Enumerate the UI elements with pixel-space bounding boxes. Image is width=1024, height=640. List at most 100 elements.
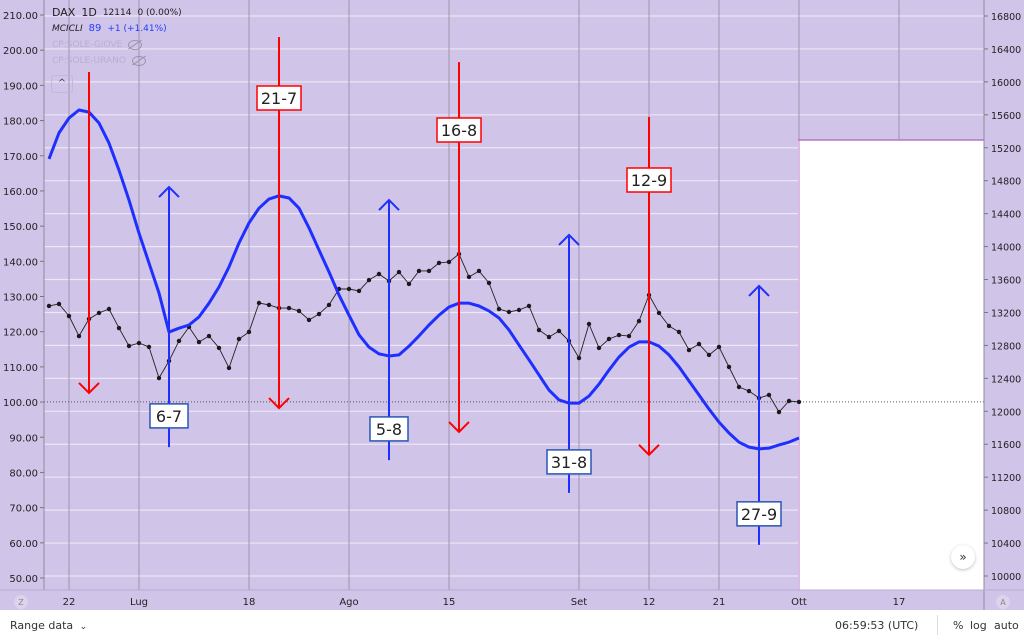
eye-slash-icon[interactable] xyxy=(131,56,146,66)
dax-data-point xyxy=(156,375,162,381)
dax-data-point xyxy=(796,399,802,405)
left-axis-tick-label: 80.00 xyxy=(9,468,38,479)
left-axis-tick-label: 200.00 xyxy=(3,46,38,57)
left-axis-tick-label: 170.00 xyxy=(3,152,38,163)
left-axis-tick-label: 60.00 xyxy=(9,539,38,550)
right-axis-tick-label: 10000 xyxy=(991,572,1021,583)
dax-data-point xyxy=(226,365,232,371)
time-axis-tick-label: Ago xyxy=(339,597,358,608)
time-axis-tick-label: 18 xyxy=(243,597,256,608)
left-axis-button[interactable] xyxy=(14,595,28,609)
arrow-head xyxy=(748,284,770,297)
right-axis-tick-label: 15600 xyxy=(991,111,1021,122)
arrow-label-box xyxy=(436,117,482,143)
left-axis-tick-label: 140.00 xyxy=(3,257,38,268)
dax-data-point xyxy=(46,303,52,309)
dax-data-point xyxy=(736,384,742,390)
time-axis-tick-label: 21 xyxy=(713,597,726,608)
dax-data-point xyxy=(396,269,402,275)
arrow-down-21-7[interactable]: 21-7 xyxy=(256,37,302,410)
time-axis-tick-label: Set xyxy=(571,597,588,608)
dax-data-point xyxy=(616,332,622,338)
left-price-axis[interactable]: 210.00 200.00 190.00 180.00 170.00 160.00 150.… xyxy=(3,11,44,585)
log-scale-button[interactable]: log xyxy=(970,619,987,632)
dax-data-point xyxy=(696,341,702,347)
left-axis-tick-label: 150.00 xyxy=(3,222,38,233)
arrow-head xyxy=(158,185,180,198)
arrow-up-5-8[interactable]: 5-8 xyxy=(369,198,409,461)
arrow-up-6-7[interactable]: 6-7 xyxy=(149,185,189,448)
arrow-label: 16-8 xyxy=(441,121,477,140)
time-axis[interactable]: 22 Lug 18 Ago 15 Set 12 21 Ott 17 xyxy=(63,597,906,608)
arrow-label: 21-7 xyxy=(261,89,297,108)
dax-data-point xyxy=(766,392,772,398)
legend-symbol-row[interactable]: DAX 1D 12114 0 (0.00%) xyxy=(52,5,182,21)
dax-data-point xyxy=(356,288,362,294)
legend-indicator-row[interactable]: MCICLI 89 +1 (+1.41%) xyxy=(52,21,182,37)
dax-data-point xyxy=(716,344,722,350)
dax-data-point xyxy=(96,310,102,316)
eye-slash-icon[interactable] xyxy=(128,40,143,50)
dax-data-point xyxy=(496,306,502,312)
dax-line xyxy=(48,253,800,413)
left-axis-tick-label: 50.00 xyxy=(9,574,38,585)
dax-data-point xyxy=(426,268,432,274)
scroll-to-realtime-button[interactable]: » xyxy=(951,545,975,569)
legend-hidden-layer[interactable]: CP:SOLE-GIOVE xyxy=(52,37,182,53)
dax-data-point xyxy=(116,325,122,331)
dax-data-point xyxy=(606,336,612,342)
arrow-down-12-9[interactable]: 12-9 xyxy=(626,117,672,457)
arrows-layer[interactable]: 6-7 21-7 5-8 16-8 31-8 12-9 27-9 xyxy=(78,37,782,545)
left-axis-tick-label: 120.00 xyxy=(3,328,38,339)
legend-indicator-value: 89 xyxy=(88,23,102,34)
legend-symbol: DAX xyxy=(52,6,76,19)
percent-scale-button[interactable]: % xyxy=(953,619,964,632)
legend-hidden-layer[interactable]: CP:SOLE-URANO xyxy=(52,53,182,69)
arrow-head xyxy=(268,397,290,410)
dax-data-point xyxy=(676,329,682,335)
bottom-toolbar: Range data ⌄ 06:59:53 (UTC) % log auto xyxy=(0,610,1024,640)
arrow-label: 31-8 xyxy=(551,453,587,472)
dax-data-point xyxy=(306,317,312,323)
right-price-axis[interactable]: 16800 16400 16000 15600 15200 14800 14400 14000… xyxy=(984,12,1021,583)
right-axis-tick-label: 11200 xyxy=(991,473,1021,484)
arrow-down[interactable] xyxy=(78,72,100,395)
dax-data-point xyxy=(526,303,532,309)
left-axis-tick-label: 160.00 xyxy=(3,187,38,198)
left-axis-tick-label: 180.00 xyxy=(3,117,38,128)
dax-data-point xyxy=(706,352,712,358)
arrow-head xyxy=(78,382,100,395)
dax-data-point xyxy=(56,301,62,307)
range-data-label: Range data xyxy=(10,619,74,632)
legend-indicator-change: +1 (+1.41%) xyxy=(107,24,167,34)
dax-data-point xyxy=(236,336,242,342)
right-axis-tick-label: 10400 xyxy=(991,539,1021,550)
dax-data-point xyxy=(586,321,592,327)
dax-data-point xyxy=(746,388,752,394)
arrow-head xyxy=(448,421,470,434)
dax-data-point xyxy=(76,333,82,339)
left-axis-button-label: Z xyxy=(18,598,24,607)
arrow-down-16-8[interactable]: 16-8 xyxy=(436,62,482,434)
dax-data-point xyxy=(246,329,252,335)
right-axis-button[interactable] xyxy=(996,595,1010,609)
legend-indicator-name: MCICLI xyxy=(52,24,83,34)
dax-data-point xyxy=(486,280,492,286)
left-axis-tick-label: 70.00 xyxy=(9,504,38,515)
arrow-head xyxy=(558,233,580,246)
dax-data-point xyxy=(406,281,412,287)
arrow-up-31-8[interactable]: 31-8 xyxy=(546,233,592,493)
clock-time[interactable]: 06:59:53 (UTC) xyxy=(835,619,919,632)
range-data-button[interactable]: Range data ⌄ xyxy=(10,619,87,632)
dax-data-point xyxy=(466,274,472,280)
arrow-label: 6-7 xyxy=(156,407,182,426)
arrow-label-box xyxy=(736,501,782,527)
arrow-up-27-9[interactable]: 27-9 xyxy=(736,284,782,545)
legend-interval: 1D xyxy=(81,6,97,19)
collapse-legend-button[interactable]: ^ xyxy=(51,75,73,93)
left-axis-tick-label: 100.00 xyxy=(3,398,38,409)
dax-data-point xyxy=(536,327,542,333)
auto-scale-button[interactable]: auto xyxy=(994,619,1019,632)
mcicli-line xyxy=(47,108,800,451)
